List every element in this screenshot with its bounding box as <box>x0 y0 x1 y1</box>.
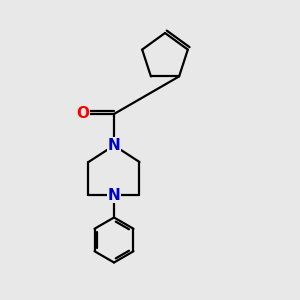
Text: O: O <box>76 106 89 122</box>
Text: N: N <box>108 138 120 153</box>
Text: N: N <box>108 188 120 202</box>
